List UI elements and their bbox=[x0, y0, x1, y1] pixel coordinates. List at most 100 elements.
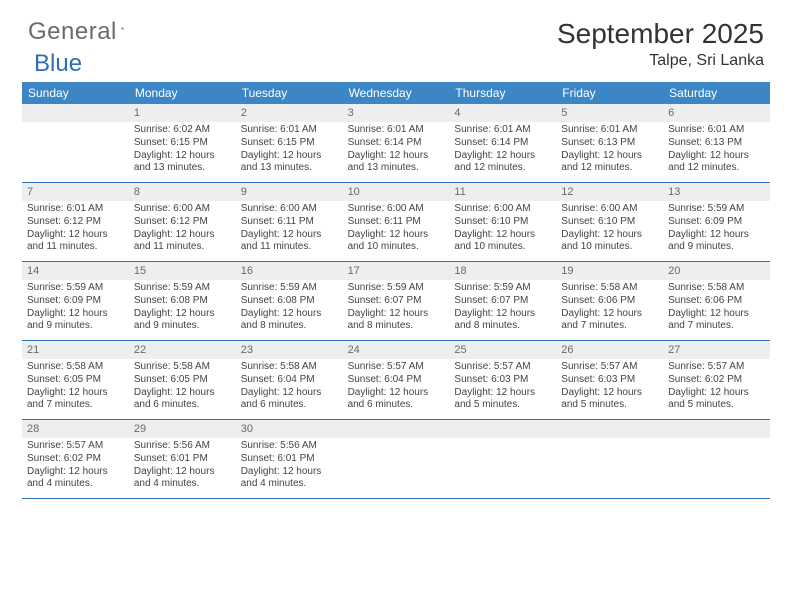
day-cell: 29Sunrise: 5:56 AMSunset: 6:01 PMDayligh… bbox=[129, 420, 236, 498]
day-sunset: Sunset: 6:04 PM bbox=[241, 374, 338, 387]
day-number: 13 bbox=[663, 183, 770, 201]
day-day2: and 10 minutes. bbox=[348, 241, 445, 254]
day-body: Sunrise: 5:58 AMSunset: 6:04 PMDaylight:… bbox=[236, 359, 343, 414]
day-day2: and 4 minutes. bbox=[27, 478, 124, 491]
day-day1: Daylight: 12 hours bbox=[27, 387, 124, 400]
weekday-header: Thursday bbox=[449, 82, 556, 104]
day-body: Sunrise: 6:02 AMSunset: 6:15 PMDaylight:… bbox=[129, 122, 236, 177]
day-sunrise: Sunrise: 6:01 AM bbox=[27, 203, 124, 216]
day-body: Sunrise: 6:01 AMSunset: 6:13 PMDaylight:… bbox=[663, 122, 770, 177]
day-number: 18 bbox=[449, 262, 556, 280]
day-cell bbox=[556, 420, 663, 498]
day-sunset: Sunset: 6:13 PM bbox=[561, 137, 658, 150]
day-day2: and 11 minutes. bbox=[241, 241, 338, 254]
day-sunset: Sunset: 6:02 PM bbox=[27, 453, 124, 466]
day-day2: and 7 minutes. bbox=[27, 399, 124, 412]
day-day1: Daylight: 12 hours bbox=[241, 150, 338, 163]
day-body: Sunrise: 5:59 AMSunset: 6:07 PMDaylight:… bbox=[343, 280, 450, 335]
day-cell bbox=[343, 420, 450, 498]
day-cell: 18Sunrise: 5:59 AMSunset: 6:07 PMDayligh… bbox=[449, 262, 556, 340]
day-sunset: Sunset: 6:15 PM bbox=[241, 137, 338, 150]
day-day2: and 13 minutes. bbox=[241, 162, 338, 175]
day-sunrise: Sunrise: 5:57 AM bbox=[668, 361, 765, 374]
day-day2: and 7 minutes. bbox=[668, 320, 765, 333]
day-cell: 9Sunrise: 6:00 AMSunset: 6:11 PMDaylight… bbox=[236, 183, 343, 261]
day-day1: Daylight: 12 hours bbox=[668, 150, 765, 163]
day-sunset: Sunset: 6:14 PM bbox=[348, 137, 445, 150]
day-body: Sunrise: 5:57 AMSunset: 6:03 PMDaylight:… bbox=[449, 359, 556, 414]
day-sunset: Sunset: 6:02 PM bbox=[668, 374, 765, 387]
day-body: Sunrise: 5:56 AMSunset: 6:01 PMDaylight:… bbox=[129, 438, 236, 493]
day-sunrise: Sunrise: 5:57 AM bbox=[561, 361, 658, 374]
day-body: Sunrise: 5:56 AMSunset: 6:01 PMDaylight:… bbox=[236, 438, 343, 493]
day-cell bbox=[22, 104, 129, 182]
day-sunrise: Sunrise: 5:58 AM bbox=[241, 361, 338, 374]
day-cell: 30Sunrise: 5:56 AMSunset: 6:01 PMDayligh… bbox=[236, 420, 343, 498]
day-day1: Daylight: 12 hours bbox=[454, 387, 551, 400]
day-number: 15 bbox=[129, 262, 236, 280]
day-day2: and 5 minutes. bbox=[454, 399, 551, 412]
day-number: 4 bbox=[449, 104, 556, 122]
weekday-header-row: SundayMondayTuesdayWednesdayThursdayFrid… bbox=[22, 82, 770, 104]
day-day1: Daylight: 12 hours bbox=[134, 150, 231, 163]
day-number: 30 bbox=[236, 420, 343, 438]
week-row: 14Sunrise: 5:59 AMSunset: 6:09 PMDayligh… bbox=[22, 262, 770, 341]
day-number: 22 bbox=[129, 341, 236, 359]
day-sunrise: Sunrise: 6:00 AM bbox=[241, 203, 338, 216]
day-cell: 7Sunrise: 6:01 AMSunset: 6:12 PMDaylight… bbox=[22, 183, 129, 261]
day-body: Sunrise: 6:00 AMSunset: 6:11 PMDaylight:… bbox=[343, 201, 450, 256]
day-number: 6 bbox=[663, 104, 770, 122]
day-cell: 13Sunrise: 5:59 AMSunset: 6:09 PMDayligh… bbox=[663, 183, 770, 261]
day-sunrise: Sunrise: 5:56 AM bbox=[241, 440, 338, 453]
day-sunset: Sunset: 6:11 PM bbox=[241, 216, 338, 229]
day-sunset: Sunset: 6:06 PM bbox=[668, 295, 765, 308]
day-day1: Daylight: 12 hours bbox=[241, 229, 338, 242]
day-cell bbox=[449, 420, 556, 498]
day-day2: and 8 minutes. bbox=[454, 320, 551, 333]
day-sunrise: Sunrise: 5:57 AM bbox=[454, 361, 551, 374]
day-number: 27 bbox=[663, 341, 770, 359]
day-sunrise: Sunrise: 5:59 AM bbox=[27, 282, 124, 295]
day-body: Sunrise: 5:57 AMSunset: 6:04 PMDaylight:… bbox=[343, 359, 450, 414]
day-day2: and 10 minutes. bbox=[561, 241, 658, 254]
day-day2: and 4 minutes. bbox=[134, 478, 231, 491]
day-sunset: Sunset: 6:07 PM bbox=[454, 295, 551, 308]
week-row: 28Sunrise: 5:57 AMSunset: 6:02 PMDayligh… bbox=[22, 420, 770, 499]
day-sunrise: Sunrise: 5:58 AM bbox=[561, 282, 658, 295]
day-sunset: Sunset: 6:09 PM bbox=[668, 216, 765, 229]
day-day2: and 7 minutes. bbox=[561, 320, 658, 333]
day-sunrise: Sunrise: 6:01 AM bbox=[454, 124, 551, 137]
day-body: Sunrise: 5:59 AMSunset: 6:09 PMDaylight:… bbox=[663, 201, 770, 256]
day-sunset: Sunset: 6:13 PM bbox=[668, 137, 765, 150]
day-number: 26 bbox=[556, 341, 663, 359]
day-cell: 3Sunrise: 6:01 AMSunset: 6:14 PMDaylight… bbox=[343, 104, 450, 182]
day-body: Sunrise: 5:59 AMSunset: 6:07 PMDaylight:… bbox=[449, 280, 556, 335]
logo-icon bbox=[121, 19, 124, 37]
logo-text-1: General bbox=[28, 18, 117, 46]
day-number: 2 bbox=[236, 104, 343, 122]
day-day1: Daylight: 12 hours bbox=[561, 387, 658, 400]
weekday-header: Wednesday bbox=[343, 82, 450, 104]
day-sunrise: Sunrise: 6:00 AM bbox=[134, 203, 231, 216]
day-sunrise: Sunrise: 5:59 AM bbox=[241, 282, 338, 295]
day-sunset: Sunset: 6:07 PM bbox=[348, 295, 445, 308]
day-day1: Daylight: 12 hours bbox=[134, 308, 231, 321]
day-day2: and 8 minutes. bbox=[241, 320, 338, 333]
day-day1: Daylight: 12 hours bbox=[454, 229, 551, 242]
day-body: Sunrise: 6:01 AMSunset: 6:15 PMDaylight:… bbox=[236, 122, 343, 177]
day-number: 11 bbox=[449, 183, 556, 201]
day-day2: and 12 minutes. bbox=[668, 162, 765, 175]
day-number: 14 bbox=[22, 262, 129, 280]
day-cell: 17Sunrise: 5:59 AMSunset: 6:07 PMDayligh… bbox=[343, 262, 450, 340]
day-sunset: Sunset: 6:14 PM bbox=[454, 137, 551, 150]
day-cell: 28Sunrise: 5:57 AMSunset: 6:02 PMDayligh… bbox=[22, 420, 129, 498]
day-sunrise: Sunrise: 6:01 AM bbox=[241, 124, 338, 137]
day-number bbox=[22, 104, 129, 122]
day-cell: 20Sunrise: 5:58 AMSunset: 6:06 PMDayligh… bbox=[663, 262, 770, 340]
day-cell: 16Sunrise: 5:59 AMSunset: 6:08 PMDayligh… bbox=[236, 262, 343, 340]
day-sunrise: Sunrise: 6:00 AM bbox=[454, 203, 551, 216]
week-row: 7Sunrise: 6:01 AMSunset: 6:12 PMDaylight… bbox=[22, 183, 770, 262]
logo-text-2: Blue bbox=[34, 50, 82, 78]
day-day2: and 10 minutes. bbox=[454, 241, 551, 254]
day-sunset: Sunset: 6:12 PM bbox=[27, 216, 124, 229]
